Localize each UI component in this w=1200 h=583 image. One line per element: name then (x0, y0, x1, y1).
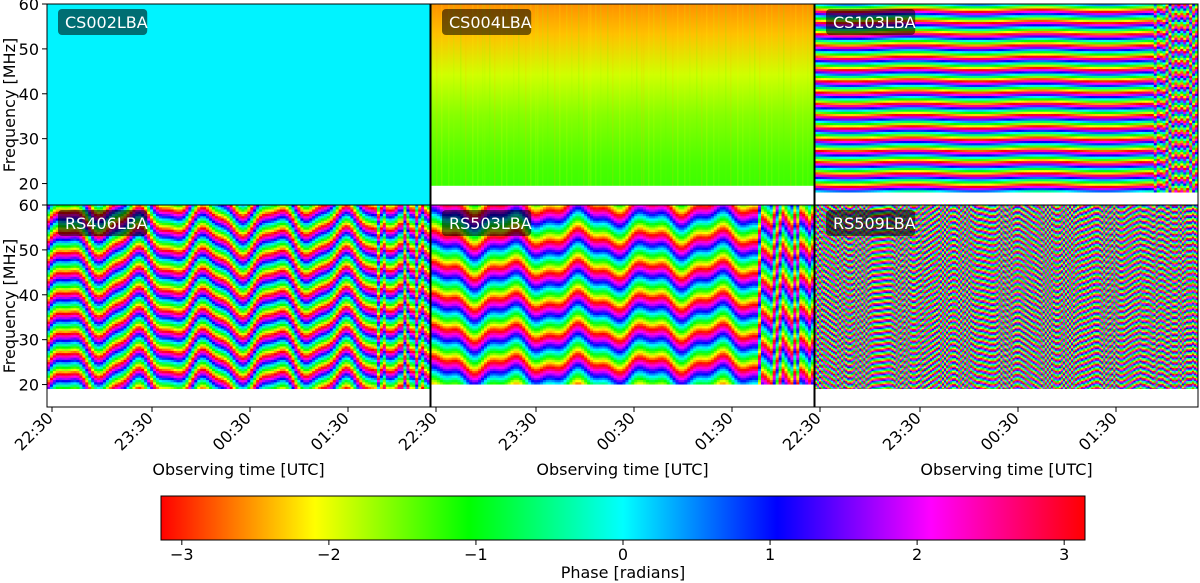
y-tick-label: 20 (19, 175, 39, 194)
x-tick-label: 01:30 (307, 408, 353, 454)
y-tick-label: 50 (19, 40, 39, 59)
flagged-region (815, 389, 1198, 407)
x-tick-label: 01:30 (1075, 408, 1121, 454)
panel-label: CS002LBA (65, 13, 148, 32)
x-tick-label: 00:30 (209, 408, 255, 454)
y-tick-label: 60 (19, 196, 39, 215)
panel-label: CS004LBA (449, 13, 532, 32)
x-tick-label: 00:30 (977, 408, 1023, 454)
x-tick-label: 22:30 (11, 408, 57, 454)
y-tick-label: 30 (19, 331, 39, 350)
colorbar-tick-label: 0 (618, 545, 628, 564)
colorbar-tick-label: 2 (912, 545, 922, 564)
x-tick-label: 23:30 (111, 408, 157, 454)
panel-label: CS103LBA (833, 13, 916, 32)
x-axis-label: Observing time [UTC] (920, 460, 1092, 479)
y-axis-label: Frequency [MHz] (0, 239, 19, 373)
y-tick-label: 40 (19, 85, 39, 104)
panel-cs002lba: CS002LBA 20 30 40 50 60 Frequency [MHz] (0, 0, 430, 206)
colorbar-tick-label: −1 (464, 545, 488, 564)
panel-cs103lba: CS103LBA (815, 4, 1198, 206)
x-tick-label: 23:30 (879, 408, 925, 454)
colorbar-gradient (161, 496, 1085, 540)
colorbar-tick-label: −2 (317, 545, 341, 564)
y-tick-label: 30 (19, 130, 39, 149)
y-tick-label: 20 (19, 376, 39, 395)
x-tick-label: 23:30 (495, 408, 541, 454)
x-tick-label: 00:30 (593, 408, 639, 454)
flagged-region (815, 193, 1198, 206)
x-axis-label: Observing time [UTC] (152, 460, 324, 479)
panel-rs406lba: RS406LBA 20 30 40 50 60 Frequency [MHz] 22:30 23… (0, 196, 430, 479)
colorbar: −3 −2 −1 0 1 2 3 Phase [radians] (161, 496, 1085, 582)
x-tick-label: 22:30 (395, 408, 441, 454)
colorbar-tick-label: 3 (1059, 545, 1069, 564)
panel-cs004lba: CS004LBA (431, 4, 814, 206)
x-tick-label: 22:30 (779, 408, 825, 454)
flagged-region (431, 385, 814, 407)
x-axis-label: Observing time [UTC] (536, 460, 708, 479)
y-tick-label: 60 (19, 0, 39, 14)
y-axis-label: Frequency [MHz] (0, 38, 19, 172)
panel-label: RS503LBA (449, 214, 532, 233)
panel-rs503lba: RS503LBA 22:30 23:30 00:30 01:30 Observing ti… (395, 205, 815, 479)
flagged-region (431, 186, 814, 206)
y-tick-label: 40 (19, 286, 39, 305)
flagged-region (47, 389, 430, 407)
panel-rs509lba: RS509LBA 22:30 23:30 00:30 01:30 Observing ti… (779, 205, 1199, 479)
colorbar-label: Phase [radians] (561, 563, 686, 582)
colorbar-tick-label: −3 (170, 545, 194, 564)
colorbar-tick-label: 1 (765, 545, 775, 564)
x-tick-label: 01:30 (691, 408, 737, 454)
panel-label: RS509LBA (833, 214, 916, 233)
y-tick-label: 50 (19, 241, 39, 260)
panel-label: RS406LBA (65, 214, 148, 233)
